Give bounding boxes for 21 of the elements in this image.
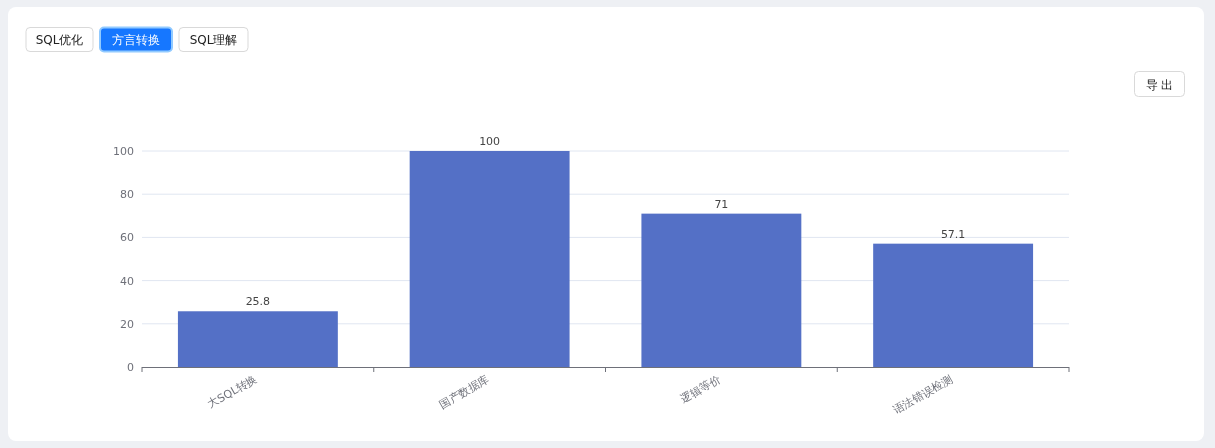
y-tick-label: 100 [113, 145, 134, 158]
bar [177, 311, 338, 367]
bar [641, 213, 802, 367]
bar [409, 151, 570, 367]
data-label: 71 [714, 197, 729, 211]
x-tick-label: 语法错误检测 [890, 372, 955, 417]
data-label: 57.1 [940, 227, 966, 241]
data-label: 100 [479, 135, 501, 148]
x-tick-label: 逻辑等价 [678, 372, 723, 406]
tab-button: SQL理解 [178, 27, 249, 52]
data-label: 25.8 [245, 295, 271, 309]
x-tick-label: 国产数据库 [436, 372, 492, 412]
y-tick-label: 20 [120, 317, 134, 331]
y-tick-label: 80 [120, 188, 134, 202]
tab-button: SQL优化 [25, 27, 94, 52]
y-tick-label: 60 [120, 231, 134, 245]
y-tick-label: 0 [127, 361, 134, 374]
selected-tab-button: 方言转换 [99, 26, 173, 53]
export-button: 导 出 [1134, 71, 1185, 97]
bar [873, 243, 1034, 367]
y-tick-label: 40 [120, 274, 134, 288]
